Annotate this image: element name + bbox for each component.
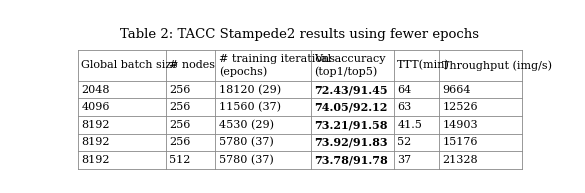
Text: 256: 256 <box>169 137 191 147</box>
Text: 9664: 9664 <box>442 85 471 95</box>
Text: Table 2: TACC Stampede2 results using fewer epochs: Table 2: TACC Stampede2 results using fe… <box>121 28 479 41</box>
Text: Throughput (img/s): Throughput (img/s) <box>442 60 552 71</box>
Text: 64: 64 <box>397 85 411 95</box>
Text: 52: 52 <box>397 137 411 147</box>
Text: 37: 37 <box>397 155 411 165</box>
Text: 256: 256 <box>169 120 191 130</box>
Text: 5780 (37): 5780 (37) <box>219 155 274 165</box>
Text: 15176: 15176 <box>442 137 478 147</box>
Text: 12526: 12526 <box>442 102 478 112</box>
Text: 8192: 8192 <box>81 120 110 130</box>
Text: 4096: 4096 <box>81 102 110 112</box>
Text: TTT(min): TTT(min) <box>397 60 450 70</box>
Text: 8192: 8192 <box>81 137 110 147</box>
Text: 11560 (37): 11560 (37) <box>219 102 281 112</box>
Text: 5780 (37): 5780 (37) <box>219 137 274 148</box>
Text: 73.92/91.83: 73.92/91.83 <box>314 137 388 148</box>
Text: 41.5: 41.5 <box>397 120 422 130</box>
Text: 18120 (29): 18120 (29) <box>219 85 281 95</box>
Text: # training iterations
(epochs): # training iterations (epochs) <box>219 54 335 77</box>
Text: 74.05/92.12: 74.05/92.12 <box>314 102 387 113</box>
Text: 73.78/91.78: 73.78/91.78 <box>314 155 388 166</box>
Text: 256: 256 <box>169 85 191 95</box>
Text: 21328: 21328 <box>442 155 478 165</box>
Text: 72.43/91.45: 72.43/91.45 <box>314 84 388 95</box>
Text: 63: 63 <box>397 102 411 112</box>
Text: 73.21/91.58: 73.21/91.58 <box>314 119 388 130</box>
Text: 4530 (29): 4530 (29) <box>219 120 274 130</box>
Text: Global batch size: Global batch size <box>81 60 178 70</box>
Text: 512: 512 <box>169 155 191 165</box>
Text: 2048: 2048 <box>81 85 110 95</box>
Text: 14903: 14903 <box>442 120 478 130</box>
Text: # nodes: # nodes <box>169 60 215 70</box>
Text: 8192: 8192 <box>81 155 110 165</box>
Text: 256: 256 <box>169 102 191 112</box>
Text: Val accuracy
(top1/top5): Val accuracy (top1/top5) <box>314 54 386 77</box>
